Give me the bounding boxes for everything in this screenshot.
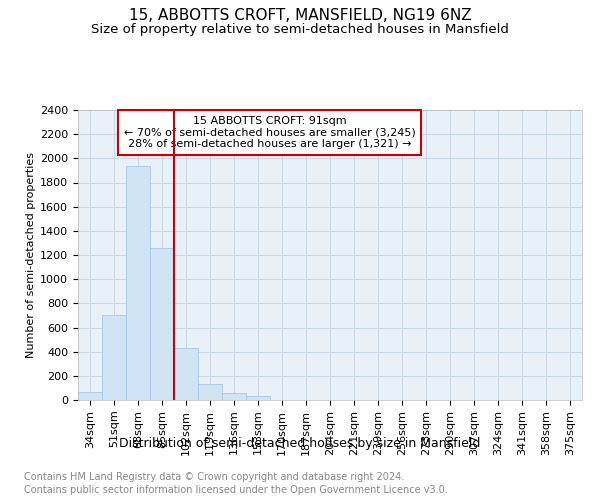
Text: Distribution of semi-detached houses by size in Mansfield: Distribution of semi-detached houses by … bbox=[119, 438, 481, 450]
Text: Contains public sector information licensed under the Open Government Licence v3: Contains public sector information licen… bbox=[24, 485, 448, 495]
Bar bbox=[126, 166, 150, 400]
Text: Contains HM Land Registry data © Crown copyright and database right 2024.: Contains HM Land Registry data © Crown c… bbox=[24, 472, 404, 482]
Bar bbox=[150, 248, 174, 400]
Text: 15, ABBOTTS CROFT, MANSFIELD, NG19 6NZ: 15, ABBOTTS CROFT, MANSFIELD, NG19 6NZ bbox=[128, 8, 472, 22]
Bar bbox=[174, 348, 198, 400]
Y-axis label: Number of semi-detached properties: Number of semi-detached properties bbox=[26, 152, 36, 358]
Text: Size of property relative to semi-detached houses in Mansfield: Size of property relative to semi-detach… bbox=[91, 22, 509, 36]
Bar bbox=[222, 393, 246, 400]
Bar bbox=[198, 384, 222, 400]
Bar bbox=[246, 396, 270, 400]
Text: 15 ABBOTTS CROFT: 91sqm
← 70% of semi-detached houses are smaller (3,245)
28% of: 15 ABBOTTS CROFT: 91sqm ← 70% of semi-de… bbox=[124, 116, 415, 149]
Bar bbox=[102, 316, 126, 400]
Bar bbox=[78, 392, 102, 400]
